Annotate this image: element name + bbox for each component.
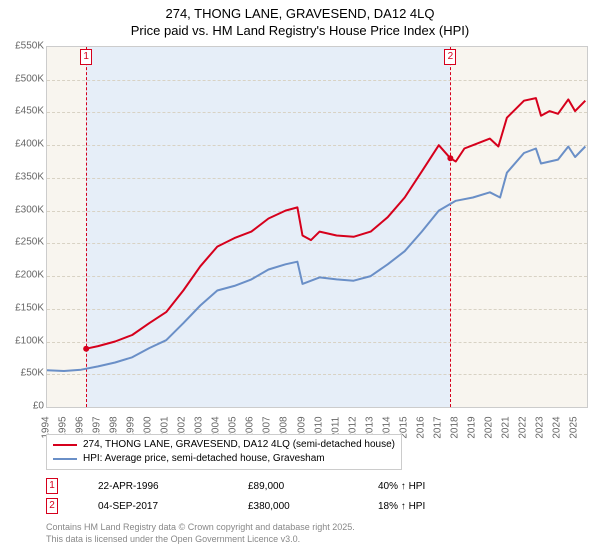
y-tick-label: £350K <box>4 171 44 182</box>
legend-and-footer: 274, THONG LANE, GRAVESEND, DA12 4LQ (se… <box>46 434 586 545</box>
event-price: £89,000 <box>248 481 338 492</box>
legend-swatch-1 <box>53 458 77 460</box>
y-tick-label: £450K <box>4 106 44 117</box>
series-line <box>86 98 585 349</box>
legend-swatch-0 <box>53 444 77 446</box>
event-table-row: 1 22-APR-1996 £89,000 40% ↑ HPI <box>46 476 586 496</box>
y-tick-label: £250K <box>4 237 44 248</box>
event-price: £380,000 <box>248 501 338 512</box>
y-tick-label: £500K <box>4 73 44 84</box>
y-tick-label: £150K <box>4 302 44 313</box>
legend-row-1: HPI: Average price, semi-detached house,… <box>53 452 395 466</box>
legend-row-0: 274, THONG LANE, GRAVESEND, DA12 4LQ (se… <box>53 438 395 452</box>
chart-container: 274, THONG LANE, GRAVESEND, DA12 4LQ Pri… <box>0 0 600 560</box>
chart-title: 274, THONG LANE, GRAVESEND, DA12 4LQ Pri… <box>0 0 600 40</box>
attribution-line1: Contains HM Land Registry data © Crown c… <box>46 522 586 534</box>
legend-label-0: 274, THONG LANE, GRAVESEND, DA12 4LQ (se… <box>83 438 395 452</box>
event-delta: 40% ↑ HPI <box>378 481 425 492</box>
event-point <box>447 155 453 161</box>
legend-label-1: HPI: Average price, semi-detached house,… <box>83 452 325 466</box>
title-line2: Price paid vs. HM Land Registry's House … <box>0 23 600 40</box>
event-table: 1 22-APR-1996 £89,000 40% ↑ HPI 2 04-SEP-2017… <box>46 476 586 516</box>
event-date: 04-SEP-2017 <box>98 501 208 512</box>
attribution: Contains HM Land Registry data © Crown c… <box>46 522 586 545</box>
event-point <box>83 346 89 352</box>
event-marker: 1 <box>80 49 92 65</box>
y-tick-label: £0 <box>4 401 44 412</box>
event-delta: 18% ↑ HPI <box>378 501 425 512</box>
y-tick-label: £400K <box>4 139 44 150</box>
y-tick-label: £300K <box>4 204 44 215</box>
event-date: 22-APR-1996 <box>98 481 208 492</box>
event-table-marker: 1 <box>46 478 58 494</box>
plot-area: 12 <box>46 46 588 408</box>
y-tick-label: £50K <box>4 368 44 379</box>
title-line1: 274, THONG LANE, GRAVESEND, DA12 4LQ <box>0 6 600 23</box>
y-tick-label: £200K <box>4 270 44 281</box>
event-table-marker: 2 <box>46 498 58 514</box>
y-tick-label: £550K <box>4 41 44 52</box>
legend-box: 274, THONG LANE, GRAVESEND, DA12 4LQ (se… <box>46 434 402 470</box>
event-table-row: 2 04-SEP-2017 £380,000 18% ↑ HPI <box>46 496 586 516</box>
attribution-line2: This data is licensed under the Open Gov… <box>46 534 586 546</box>
event-marker: 2 <box>444 49 456 65</box>
series-lines <box>47 47 587 407</box>
y-tick-label: £100K <box>4 335 44 346</box>
